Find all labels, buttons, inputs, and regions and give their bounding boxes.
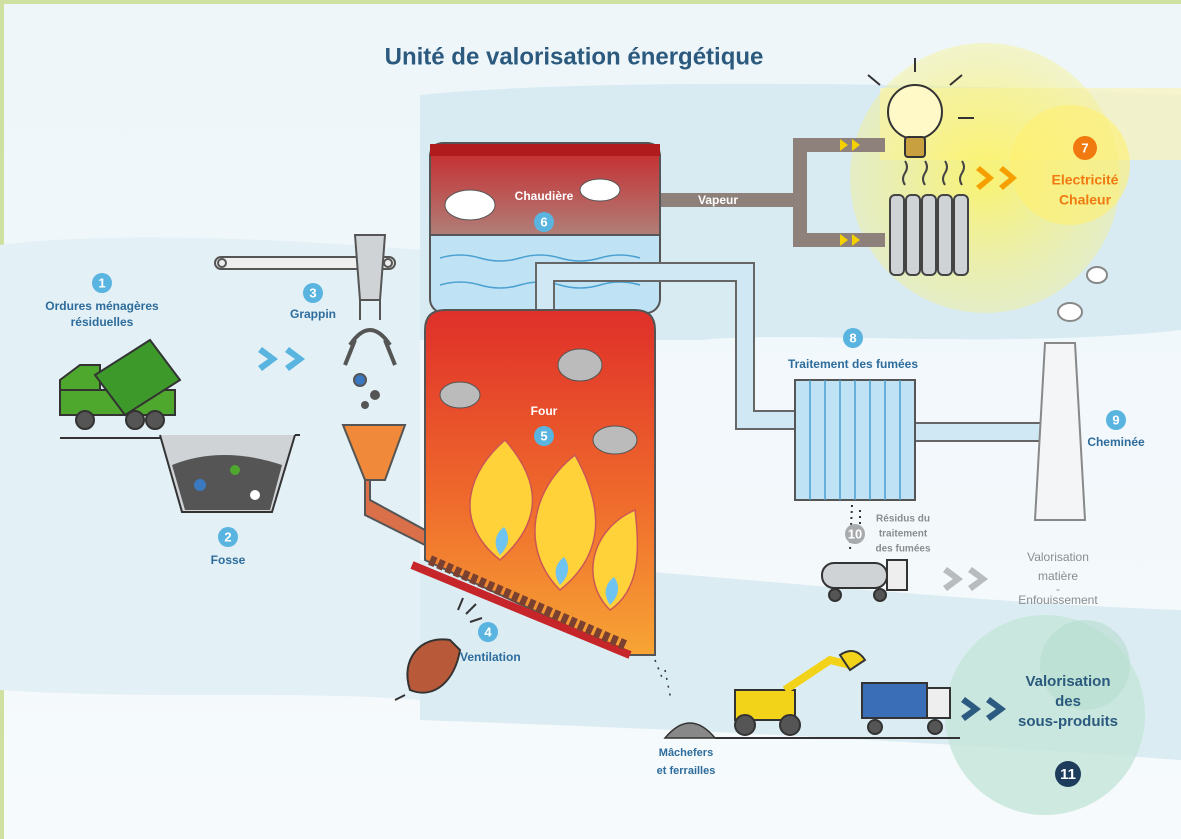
- diagram: Unité de valorisation énergétique 1 Ordu…: [0, 0, 1181, 839]
- step-label: Chaudière: [515, 189, 574, 203]
- step-label: Cheminée: [1087, 435, 1145, 449]
- garbage-truck-part: [76, 411, 94, 429]
- chimney-part: [1035, 343, 1085, 520]
- chimney-part: [1058, 303, 1082, 321]
- step-label: Traitement des fumées: [788, 357, 918, 371]
- material-label: Enfouissement: [1018, 593, 1098, 607]
- step-number: 11: [1060, 766, 1076, 783]
- title: Unité de valorisation énergétique: [385, 43, 764, 70]
- garbage-truck-part: [146, 411, 164, 429]
- ash-label: Mâchefers: [659, 747, 713, 759]
- hopper-part: [354, 374, 366, 386]
- step-number: 8: [849, 330, 856, 345]
- ash-label: et ferrailles: [657, 765, 716, 777]
- furnace-part: [440, 382, 480, 408]
- gas-treatment: [795, 380, 915, 500]
- furnace-part: [558, 349, 602, 381]
- radiator-part: [890, 195, 904, 275]
- step-label: Chaleur: [1059, 192, 1112, 208]
- step-number: 3: [309, 285, 316, 300]
- step-number: 5: [540, 428, 547, 443]
- furnace-part: [593, 426, 637, 454]
- step-label: Grappin: [290, 307, 336, 321]
- excavator-part: [780, 715, 800, 735]
- byproducts-circle-part: [1040, 620, 1130, 710]
- step-label: des: [1055, 693, 1081, 710]
- light-bulb-part: [888, 85, 942, 139]
- step-label: Résidus du: [876, 514, 930, 525]
- conveyor-part: [218, 259, 226, 267]
- step-number: 7: [1081, 140, 1088, 155]
- step-label: résiduelles: [71, 315, 134, 329]
- step-label: Electricité: [1052, 172, 1119, 188]
- dump-truck-part: [927, 688, 950, 718]
- step-number: 9: [1112, 412, 1119, 427]
- page: Unité de valorisation énergétique 1 Ordu…: [0, 0, 1181, 839]
- radiator-part: [922, 195, 936, 275]
- tanker-truck-part: [829, 589, 841, 601]
- dump-truck-part: [862, 683, 927, 718]
- boiler-part: [580, 179, 620, 201]
- conveyor-part: [384, 259, 392, 267]
- tanker-truck-part: [874, 589, 886, 601]
- pit-part: [194, 479, 206, 491]
- step-label: Fosse: [211, 553, 246, 567]
- dump-truck-part: [868, 720, 882, 734]
- material-label: Valorisation: [1027, 550, 1089, 564]
- tanker-truck-part: [822, 563, 887, 588]
- garbage-truck-part: [126, 411, 144, 429]
- step-number: 1: [98, 275, 105, 290]
- dump-truck-part: [928, 720, 942, 734]
- step-label: des fumées: [875, 544, 930, 555]
- excavator-part: [735, 715, 755, 735]
- pit-part: [172, 455, 282, 510]
- pit-part: [230, 465, 240, 475]
- material-label: matière: [1038, 569, 1078, 583]
- pit-part: [250, 490, 260, 500]
- step-number: 10: [848, 526, 862, 541]
- step-number: 2: [224, 529, 231, 544]
- boiler-part: [445, 190, 495, 220]
- step-label: Ordures ménagères: [45, 299, 159, 313]
- step-label: Four: [531, 404, 558, 418]
- step-label: Valorisation: [1025, 673, 1110, 690]
- steam-label: Vapeur: [698, 193, 738, 207]
- chimney-part: [1087, 267, 1107, 283]
- step-number: 6: [540, 214, 547, 229]
- step-number: 4: [484, 624, 492, 639]
- step-label: Ventilation: [460, 650, 521, 664]
- hopper-part: [362, 402, 368, 408]
- light-bulb-part: [905, 137, 925, 157]
- radiator-part: [954, 195, 968, 275]
- tanker-truck-part: [887, 560, 907, 590]
- hopper-part: [371, 391, 379, 399]
- radiator-part: [938, 195, 952, 275]
- radiator-part: [906, 195, 920, 275]
- step-label: traitement: [879, 529, 928, 540]
- step-label: sous-produits: [1018, 713, 1118, 730]
- conveyor-part: [355, 235, 385, 300]
